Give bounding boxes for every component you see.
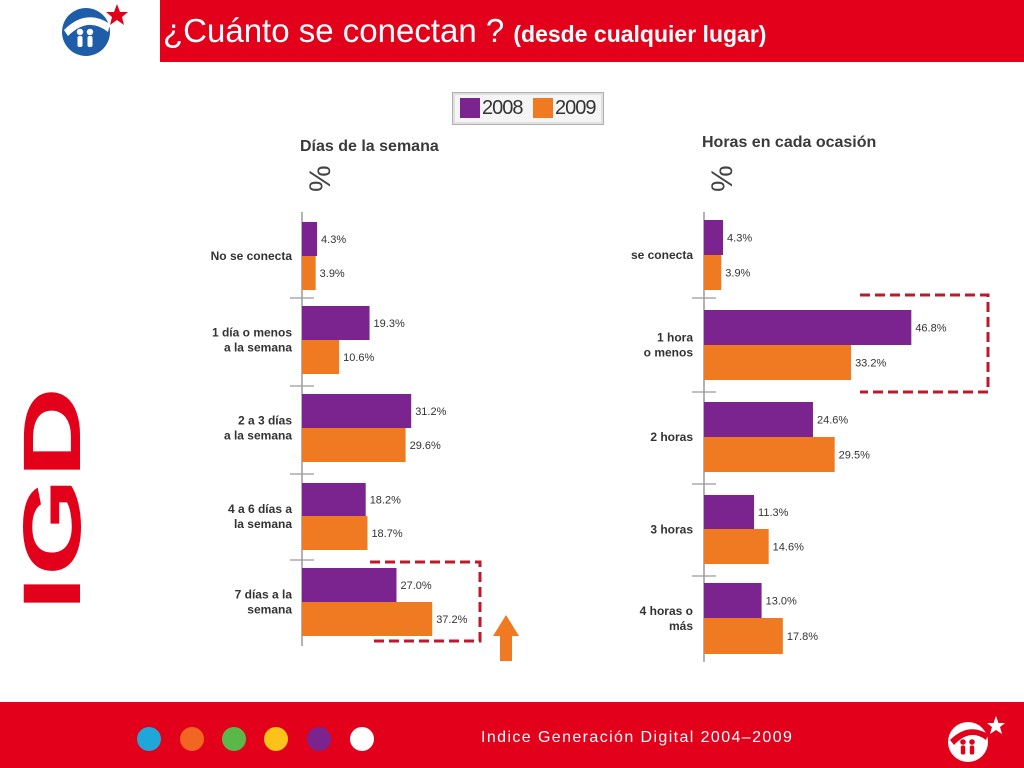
data-label-2009-1-hora-o-menos: 33.2% <box>855 358 886 370</box>
data-label-2008-1-dia-o-menos-a-la-semana: 19.3% <box>374 318 405 330</box>
chart-title: Días de la semana <box>300 138 439 155</box>
category-label-line: 4 horas o <box>640 604 693 618</box>
footer-banner <box>0 702 1024 768</box>
bar-2008-2-a-3-dias-a-la-semana <box>302 394 412 428</box>
category-label-7-dias-a-la-semana: 7 días a la semana <box>235 588 293 617</box>
bar-2009-1-hora-o-menos <box>704 345 852 380</box>
category-label-2-a-3-dias-a-la-semana: 2 a 3 días a la semana <box>224 414 292 443</box>
bar-2008-4-a-6-dias-a-la-semana <box>302 483 366 516</box>
bar-2008-7-dias-a-la-semana <box>302 568 397 602</box>
highlight-box <box>370 560 482 643</box>
category-label-line: 2 a 3 días <box>238 414 292 428</box>
bar-2008-1-dia-o-menos-a-la-semana <box>302 306 370 340</box>
category-label-line: 1 día o menos <box>212 326 292 340</box>
chart-legend: 2008 2009 <box>452 92 604 125</box>
bar-2008-1-hora-o-menos <box>704 310 912 345</box>
category-label-2-horas: 2 horas <box>650 430 693 444</box>
category-label-line: 1 hora <box>657 331 693 345</box>
axis-unit-label: % <box>706 165 739 192</box>
category-label-line: o menos <box>644 346 694 360</box>
igd-side-logo-text: IGD <box>8 387 88 611</box>
color-dot-white <box>350 727 374 751</box>
chart-dias-semana: Días de la semana% 4.3% 3.9% No se conecta 1… <box>211 138 519 661</box>
color-dot-yellow <box>264 727 288 751</box>
category-label-line: se conecta <box>631 248 693 262</box>
data-label-2008-3-horas: 11.3% <box>758 507 789 519</box>
data-label-2009-7-dias-a-la-semana: 37.2% <box>436 614 467 626</box>
data-label-2008-4-horas-o-mas: 13.0% <box>766 596 797 608</box>
title-subtitle: (desde cualquier lugar) <box>513 21 767 47</box>
data-label-2009-3-horas: 14.6% <box>773 542 804 554</box>
category-label-line: No se conecta <box>211 249 293 263</box>
legend-item-2008: 2008 <box>460 96 523 119</box>
legend-label-2008: 2008 <box>482 96 523 119</box>
legend-item-2009: 2009 <box>533 96 596 119</box>
color-dot-purple <box>307 727 331 751</box>
color-dot-green <box>222 727 246 751</box>
bar-2008-4-horas-o-mas <box>704 583 762 618</box>
page-title: ¿Cuánto se conectan ? (desde cualquier l… <box>163 12 766 50</box>
title-banner <box>160 0 1024 62</box>
data-label-2009-1-dia-o-menos-a-la-semana: 10.6% <box>343 352 374 364</box>
bar-2009-se-conecta <box>704 255 722 290</box>
category-label-se-conecta: se conecta <box>631 248 693 262</box>
bar-2009-2-horas <box>704 437 835 472</box>
highlight-box <box>860 293 990 394</box>
category-label-line: más <box>669 619 693 633</box>
data-label-2008-2-a-3-dias-a-la-semana: 31.2% <box>415 406 446 418</box>
category-label-line: 3 horas <box>650 523 693 537</box>
data-label-2008-2-horas: 24.6% <box>817 415 848 427</box>
color-dot-blue <box>137 727 161 751</box>
category-label-no-se-conecta: No se conecta <box>211 249 293 263</box>
bar-2008-se-conecta <box>704 220 724 255</box>
bar-2009-no-se-conecta <box>302 256 316 290</box>
data-label-2008-7-dias-a-la-semana: 27.0% <box>401 580 432 592</box>
title-main: ¿Cuánto se conectan ? <box>163 12 514 49</box>
data-label-2009-no-se-conecta: 3.9% <box>320 268 345 280</box>
legend-swatch-2009 <box>533 98 553 118</box>
axis-unit-label: % <box>304 165 337 192</box>
footer-logo-icon <box>948 716 1005 762</box>
data-label-2008-4-a-6-dias-a-la-semana: 18.2% <box>370 495 401 507</box>
bar-2009-1-dia-o-menos-a-la-semana <box>302 340 340 374</box>
category-label-line: a la semana <box>224 429 292 443</box>
category-label-4-a-6-dias-a-la-semana: 4 a 6 días a la semana <box>228 502 292 531</box>
increase-arrow-icon <box>493 615 519 661</box>
bar-2009-2-a-3-dias-a-la-semana <box>302 428 406 462</box>
legend-label-2009: 2009 <box>555 96 596 119</box>
bar-2009-3-horas <box>704 529 769 564</box>
category-label-line: 7 días a la <box>235 588 293 602</box>
footer-title: Indice Generación Digital 2004–2009 <box>481 729 794 746</box>
bar-2009-7-dias-a-la-semana <box>302 602 433 636</box>
brand-logo-icon <box>62 4 128 56</box>
color-dot-orange <box>180 727 204 751</box>
data-label-2009-2-a-3-dias-a-la-semana: 29.6% <box>410 440 441 452</box>
chart-title: Horas en cada ocasión <box>702 134 876 151</box>
charts-canvas: Días de la semana% 4.3% 3.9% No se conecta 1… <box>211 134 990 662</box>
data-label-2008-se-conecta: 4.3% <box>727 233 752 245</box>
bar-2009-4-horas-o-mas <box>704 618 783 654</box>
category-label-line: la semana <box>234 517 292 531</box>
category-label-line: a la semana <box>224 341 292 355</box>
category-label-3-horas: 3 horas <box>650 523 693 537</box>
category-label-line: semana <box>247 603 292 617</box>
bar-2009-4-a-6-dias-a-la-semana <box>302 516 368 550</box>
igd-side-logo: IGD <box>8 387 88 611</box>
category-label-1-dia-o-menos-a-la-semana: 1 día o menos a la semana <box>212 326 292 355</box>
category-label-line: 2 horas <box>650 430 693 444</box>
data-label-2009-4-a-6-dias-a-la-semana: 18.7% <box>371 528 402 540</box>
bar-2008-2-horas <box>704 402 813 437</box>
category-label-1-hora-o-menos: 1 hora o menos <box>644 331 694 360</box>
category-label-line: 4 a 6 días a <box>228 502 292 516</box>
category-label-4-horas-o-mas: 4 horas o más <box>640 604 694 633</box>
bar-2008-no-se-conecta <box>302 222 318 256</box>
data-label-2008-1-hora-o-menos: 46.8% <box>915 323 946 335</box>
data-label-2009-4-horas-o-mas: 17.8% <box>787 631 818 643</box>
legend-swatch-2008 <box>460 98 480 118</box>
data-label-2009-2-horas: 29.5% <box>839 450 870 462</box>
data-label-2009-se-conecta: 3.9% <box>725 268 750 280</box>
data-label-2008-no-se-conecta: 4.3% <box>321 234 346 246</box>
bar-2008-3-horas <box>704 495 755 529</box>
chart-horas-ocasion: Horas en cada ocasión% 4.3% 3.9% se conecta… <box>631 134 990 662</box>
